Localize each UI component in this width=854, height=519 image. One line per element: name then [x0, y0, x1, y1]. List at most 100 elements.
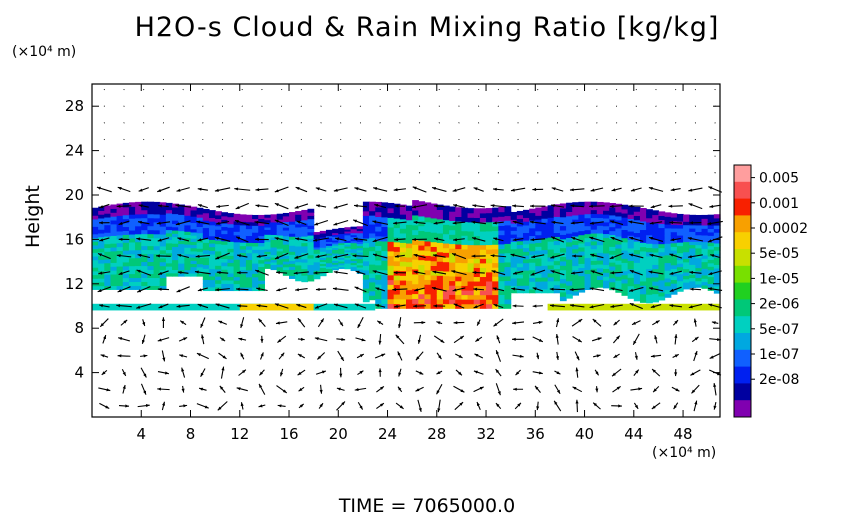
field-cell [159, 214, 167, 219]
field-cell [584, 237, 592, 243]
wind-vector-head [106, 388, 111, 392]
field-cell [153, 201, 161, 207]
colorbar-swatch [734, 400, 751, 418]
field-cell [325, 239, 333, 243]
field-cell [689, 284, 696, 289]
field-cell [504, 220, 512, 226]
field-cell [418, 298, 426, 304]
field-cell [202, 212, 210, 217]
field-cell [707, 269, 715, 274]
wind-vector-head [551, 220, 556, 224]
field-cell [252, 238, 259, 244]
field-cell [498, 299, 506, 305]
colorbar-label: 1e-07 [759, 347, 799, 363]
field-cell [313, 236, 321, 240]
field-cell [590, 205, 598, 211]
wind-vector-head [317, 355, 322, 360]
field-cell [430, 284, 438, 290]
field-cell [233, 283, 241, 288]
field-cell [492, 216, 499, 222]
wind-vector-head [472, 237, 476, 241]
wind-vector-head [123, 319, 128, 324]
field-cell [578, 271, 586, 277]
wind-vector-head [332, 287, 337, 291]
field-cell [695, 254, 703, 259]
field-cell [412, 278, 419, 285]
field-cell [362, 283, 370, 289]
wind-vector-head [536, 406, 540, 411]
field-cell [301, 252, 309, 257]
field-cell [486, 244, 493, 250]
x-tick-label: 44 [624, 425, 643, 443]
field-cell [92, 267, 99, 272]
field-cell [621, 262, 629, 268]
wind-vector-head [709, 204, 714, 208]
field-cell [504, 210, 512, 217]
wind-vector [142, 172, 145, 174]
field-cell [399, 214, 407, 220]
field-cell [553, 204, 561, 209]
wind-vector-head [372, 270, 377, 274]
field-cell [215, 265, 222, 270]
field-cell [264, 224, 272, 228]
field-cell [603, 252, 610, 258]
field-cell [393, 255, 401, 262]
field-cell [196, 248, 204, 252]
field-cell [184, 234, 192, 239]
field-cell [98, 263, 105, 268]
field-cell [467, 280, 475, 287]
field-cell [430, 222, 438, 228]
field-cell [510, 289, 518, 294]
field-cell [461, 212, 469, 218]
field-cell [135, 241, 142, 247]
field-cell [221, 219, 229, 224]
field-cell [270, 236, 278, 240]
field-cell [676, 224, 684, 229]
wind-vector-head [431, 286, 436, 290]
field-cell [375, 230, 382, 237]
field-cell [510, 226, 518, 231]
field-cell [135, 261, 142, 267]
field-cell [270, 224, 278, 228]
field-cell [245, 245, 253, 250]
wind-vector-head [204, 405, 209, 409]
field-cell [541, 261, 549, 266]
field-cell [233, 241, 241, 246]
field-cell [535, 257, 543, 263]
field-cell [621, 212, 629, 218]
field-cell [362, 297, 370, 303]
field-cell [375, 298, 382, 304]
wind-vector-head [380, 386, 384, 390]
field-cell [369, 290, 376, 296]
field-cell [646, 238, 653, 244]
field-cell [307, 225, 315, 230]
field-cell [135, 237, 142, 243]
wind-vector-head [256, 254, 261, 258]
field-cell [547, 209, 555, 214]
field-cell [467, 253, 475, 259]
field-cell [147, 217, 155, 223]
field-cell [529, 250, 536, 256]
field-cell [98, 281, 105, 287]
field-cell [165, 246, 173, 251]
field-cell [596, 244, 604, 250]
field-cell [566, 254, 573, 260]
field-cell [492, 299, 499, 305]
wind-vector-head [162, 401, 166, 406]
field-cell [430, 255, 438, 262]
field-cell [455, 243, 463, 250]
field-cell [713, 253, 721, 258]
field-cell [442, 210, 450, 216]
field-cell [381, 288, 389, 295]
field-cell [98, 225, 105, 230]
field-cell [399, 303, 407, 309]
wind-vector-head [538, 371, 543, 375]
wind-vector-head [145, 404, 150, 408]
field-cell [553, 244, 561, 250]
wind-vector [221, 155, 224, 157]
field-cell [172, 266, 179, 271]
field-cell [98, 214, 105, 219]
field-cell [147, 269, 155, 275]
field-cell [473, 226, 481, 232]
field-cell [375, 255, 382, 261]
